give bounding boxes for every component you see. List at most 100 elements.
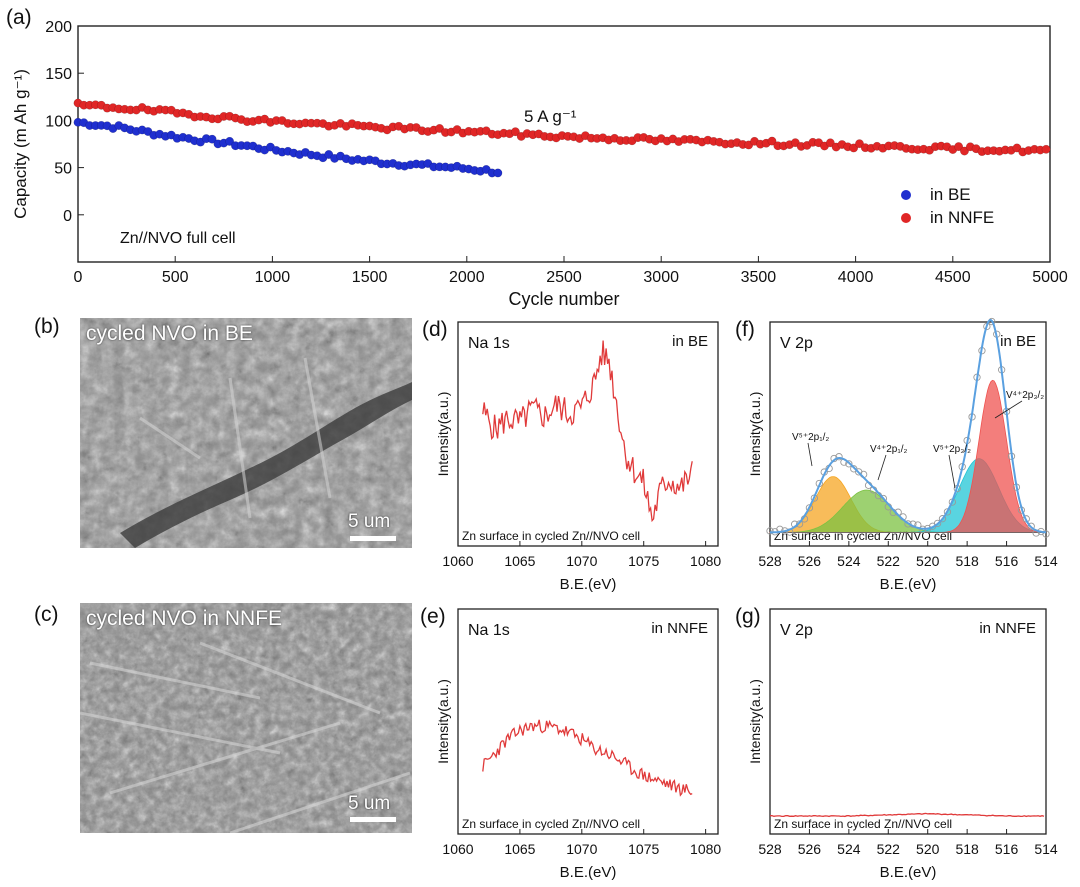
raw-point <box>1042 530 1050 538</box>
spectrum-line <box>482 719 693 797</box>
panel-label-b: (b) <box>34 315 60 338</box>
x-tick-label: 520 <box>916 553 940 569</box>
raw-point <box>943 508 952 516</box>
x-tick-label: 522 <box>877 553 901 569</box>
data-point <box>493 168 503 178</box>
y-tick-label: 150 <box>45 66 72 83</box>
peak-leader-arrow <box>948 454 956 489</box>
chart-e: 1060 1065 1070 1075 1080 B.E.(eV) Intensity(a.… <box>435 608 721 881</box>
data-point <box>767 136 777 146</box>
x-tick-label: 4500 <box>935 269 971 286</box>
raw-point <box>795 520 804 528</box>
peak-label: V⁵⁺2p₁/₂ <box>792 432 829 443</box>
x-axis-label: Cycle number <box>508 289 619 309</box>
chart-g-frame <box>769 608 1047 835</box>
x-tick-label: 526 <box>798 553 822 569</box>
y-axis-label: Intensity(a.u.) <box>747 392 763 477</box>
x-tick-label: 3500 <box>741 269 777 286</box>
electrolyte-label: in NNFE <box>979 620 1036 637</box>
x-tick-label: 1075 <box>628 841 659 857</box>
x-tick-label: 3000 <box>643 269 679 286</box>
x-tick-label: 1060 <box>442 553 473 569</box>
sem-label-be: cycled NVO in BE <box>86 322 253 345</box>
x-tick-label: 518 <box>955 841 979 857</box>
legend-label: in NNFE <box>930 208 994 227</box>
chart-f-frame <box>769 321 1047 547</box>
peak-leader-arrow <box>877 454 887 481</box>
cell-annotation: Zn//NVO full cell <box>120 230 236 247</box>
y-axis-label: Intensity(a.u.) <box>435 679 451 764</box>
x-tick-label: 1080 <box>690 841 721 857</box>
raw-point <box>879 494 888 503</box>
electrolyte-label: in BE <box>1000 333 1036 350</box>
sample-note: Zn surface in cycled Zn//NVO cell <box>462 817 640 831</box>
data-point <box>207 134 217 144</box>
panel-label-f: (f) <box>735 318 755 341</box>
raw-point <box>805 504 814 512</box>
x-tick-label: 1080 <box>690 553 721 569</box>
x-tick-label: 5000 <box>1032 269 1068 286</box>
electrolyte-label: in NNFE <box>651 620 708 637</box>
x-tick-label: 1060 <box>442 841 473 857</box>
x-tick-label: 516 <box>995 841 1019 857</box>
raw-point <box>766 527 774 535</box>
data-point <box>1041 144 1051 154</box>
x-tick-label: 1500 <box>352 269 388 286</box>
chart-f: 528 526 524 522 520 518 516 514 B.E.(eV) Intensit… <box>747 317 1058 593</box>
sample-note: Zn surface in cycled Zn//NVO cell <box>462 529 640 543</box>
x-axis-label: B.E.(eV) <box>560 576 617 593</box>
y-axis-label: Intensity(a.u.) <box>435 392 451 477</box>
scale-bar-label-be: 5 um <box>348 511 391 532</box>
x-tick-label: 4000 <box>838 269 874 286</box>
scale-bar-label-nnfe: 5 um <box>348 793 391 814</box>
chart-d-frame <box>457 321 719 547</box>
x-tick-label: 520 <box>916 841 940 857</box>
x-axis-label: B.E.(eV) <box>880 576 937 593</box>
y-tick-label: 50 <box>54 161 72 178</box>
raw-point <box>904 520 912 528</box>
x-tick-label: 526 <box>798 841 822 857</box>
series-be <box>73 117 503 178</box>
panel-label-g: (g) <box>735 605 761 628</box>
x-tick-label: 1000 <box>255 269 291 286</box>
raw-point <box>835 453 843 461</box>
spectrum-line <box>482 340 693 523</box>
sem-label-nnfe: cycled NVO in NNFE <box>86 607 283 630</box>
y-tick-label: 0 <box>63 208 72 225</box>
spectrum-title: Na 1s <box>468 622 510 639</box>
data-point <box>960 146 969 156</box>
x-tick-label: 1065 <box>504 841 535 857</box>
x-tick-label: 1070 <box>566 841 597 857</box>
y-axis-label: Intensity(a.u.) <box>747 679 763 764</box>
x-tick-label: 514 <box>1034 553 1058 569</box>
spectrum-title: V 2p <box>780 622 813 639</box>
raw-point <box>938 515 947 523</box>
x-tick-label: 1070 <box>566 553 597 569</box>
x-tick-label: 524 <box>837 553 861 569</box>
x-axis-label: B.E.(eV) <box>560 864 617 881</box>
chart-d: 1060 1065 1070 1075 1080 B.E.(eV) Intensity(a.… <box>435 321 721 593</box>
panel-label-c: (c) <box>34 603 59 626</box>
legend-label: in BE <box>930 185 971 204</box>
x-tick-label: 524 <box>837 841 861 857</box>
series-nnfe <box>73 98 1051 157</box>
peak-leader-arrow <box>807 442 813 467</box>
sem-texture-be <box>80 318 412 548</box>
fit-envelope <box>770 318 1046 534</box>
x-tick-label: 516 <box>995 553 1019 569</box>
data-point <box>225 136 235 146</box>
x-tick-label: 528 <box>758 553 782 569</box>
x-tick-label: 522 <box>877 841 901 857</box>
data-point <box>825 138 835 148</box>
data-point <box>435 124 445 133</box>
rate-annotation: 5 A g⁻¹ <box>524 107 577 126</box>
spectrum-title: Na 1s <box>468 335 510 352</box>
panel-label-d: (d) <box>422 318 448 341</box>
peak-leader-arrow <box>994 400 1023 419</box>
y-tick-label: 100 <box>45 113 72 130</box>
peak-label: V⁴⁺2p₁/₂ <box>870 444 908 455</box>
chart-e-frame <box>457 608 719 835</box>
spectrum-line <box>769 812 1045 818</box>
scale-bar-be <box>350 536 396 541</box>
